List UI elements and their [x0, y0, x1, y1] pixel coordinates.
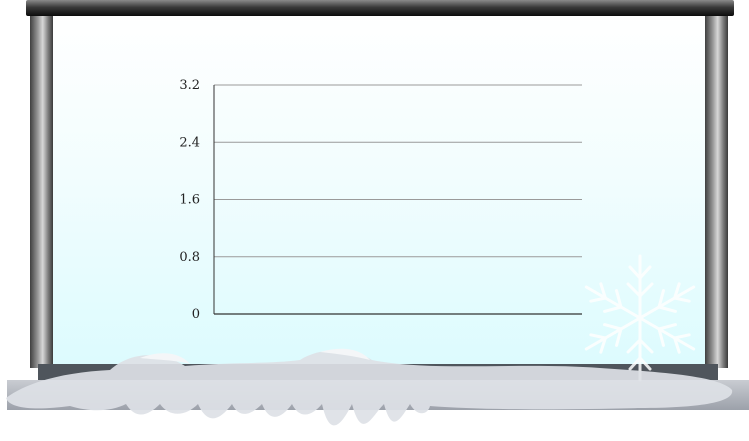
left-post [30, 16, 53, 368]
y-tick-labels: 0 0.8 1.6 2.4 3.2 [179, 78, 200, 322]
screen-top-bar [26, 0, 734, 16]
y-tick-label: 3.2 [179, 78, 200, 93]
y-tick-label: 0 [192, 307, 200, 322]
right-post [705, 16, 728, 368]
y-tick-label: 1.6 [179, 193, 200, 208]
axes [213, 85, 582, 315]
y-tick-label: 0.8 [179, 250, 200, 265]
gridlines [214, 84, 582, 258]
y-tick-label: 2.4 [179, 135, 200, 150]
